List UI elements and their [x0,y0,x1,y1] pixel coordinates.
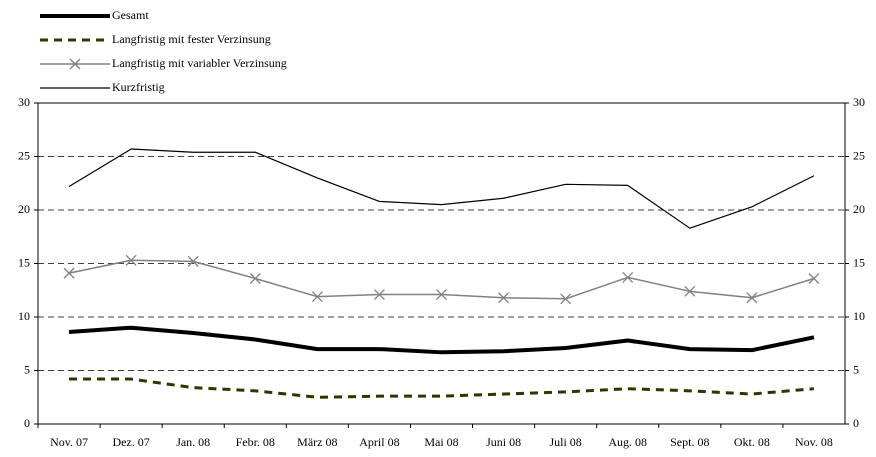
series-line [68,148,815,229]
marker [249,273,261,284]
x-tick-label: Okt. 08 [734,435,770,449]
x-tick-label: April 08 [359,435,399,449]
series-line [69,377,815,399]
x-tick-label: Aug. 08 [608,435,647,449]
marker [187,255,199,267]
x-tick-label: Sept. 08 [670,435,709,449]
y-tick-label: 20 [18,202,30,216]
legend-label: Langfristig mit variabler Verzinsung [112,56,287,70]
legend-label: Langfristig mit fester Verzinsung [112,32,271,46]
marker [125,254,137,266]
y2-tick-label: 20 [853,202,865,216]
x-tick-label: Juni 08 [486,435,521,449]
marker [746,292,758,304]
legend-label: Gesamt [112,8,149,22]
y-tick-label: 25 [18,148,30,162]
x-tick-label: Febr. 08 [236,435,275,449]
y-tick-label: 5 [24,362,30,376]
x-tick-label: März 08 [297,435,337,449]
marker [311,291,323,303]
marker [498,292,510,304]
y-tick-label: 15 [18,255,30,269]
marker [808,273,820,284]
series-line [68,325,815,355]
legend-marker [69,58,81,70]
y2-tick-label: 25 [853,148,865,162]
marker [373,289,385,300]
x-tick-label: Mai 08 [424,435,458,449]
y-tick-label: 0 [24,416,30,430]
marker [63,267,75,279]
y-tick-label: 30 [18,95,30,109]
y-tick-label: 10 [18,309,30,323]
y2-tick-label: 30 [853,95,865,109]
marker [436,289,447,300]
y2-tick-label: 5 [853,362,859,376]
x-tick-label: Dez. 07 [112,435,149,449]
marker [622,271,634,283]
x-tick-label: Juli 08 [549,435,581,449]
series-line [68,259,815,300]
y2-tick-label: 10 [853,309,865,323]
marker [684,285,696,297]
y2-tick-label: 0 [853,416,859,430]
x-tick-label: Jan. 08 [176,435,210,449]
x-tick-label: Nov. 08 [795,435,833,449]
y2-tick-label: 15 [853,255,865,269]
marker [560,293,572,305]
x-tick-label: Nov. 07 [50,435,88,449]
legend-label: Kurzfristig [112,80,165,94]
